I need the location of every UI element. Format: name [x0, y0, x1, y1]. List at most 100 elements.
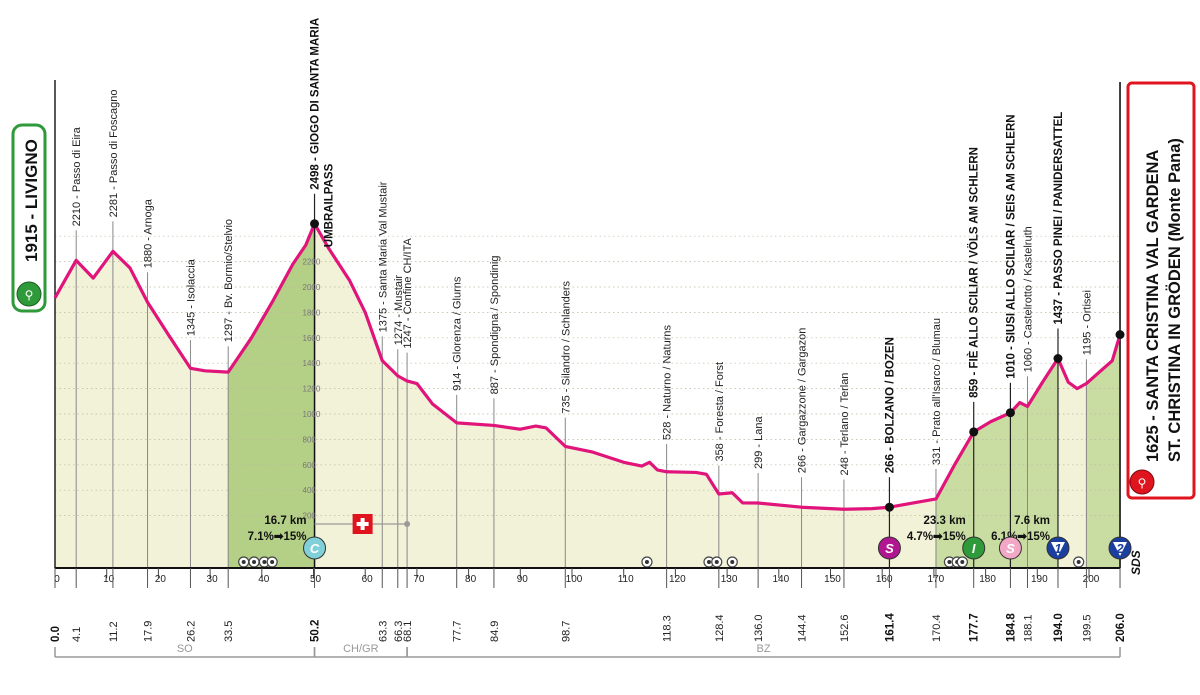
marker-sprint-icon: S [998, 536, 1022, 560]
tunnel-icon-core [730, 560, 735, 564]
marker-circle [962, 536, 986, 560]
marker-triangle [1050, 542, 1065, 556]
climb-fill-umbrail [228, 223, 315, 568]
marker-letter: 1 [1054, 541, 1061, 556]
y-tick-label: 2200 [303, 258, 321, 267]
x-tick-label: 160 [876, 574, 893, 585]
y-tick-label: 600 [303, 461, 317, 470]
km-label: 184.8 [1005, 613, 1017, 642]
finish-bike-icon [1129, 469, 1155, 495]
start-label: 1915 - LIVIGNO [22, 139, 41, 262]
km-label: 33.5 [223, 621, 235, 642]
km-label: 161.4 [884, 613, 896, 642]
waypoint-label: 266 - BOLZANO / BOZEN [884, 337, 896, 473]
waypoint-label: 2498 - GIOGO DI SANTA MARIA [310, 18, 322, 190]
waypoint-label: 528 - Naturno / Naturns [662, 324, 674, 439]
climb-length: 7.6 km [1014, 515, 1050, 527]
km-label: 170.4 [931, 614, 943, 642]
climb-length: 23.3 km [924, 515, 966, 527]
km-label: 11.2 [108, 621, 120, 642]
x-tick-label: 10 [103, 574, 115, 585]
climb-gradient: 4.7%➡15% [907, 531, 966, 543]
climb-fill-finish [1086, 334, 1121, 568]
waypoint-label: 1274 - Mustair [393, 275, 405, 346]
marker-gpm-1-icon: 1 [1046, 536, 1070, 560]
tunnel-icon-core [707, 560, 712, 564]
waypoint-label: 1880 - Arnoga [143, 198, 155, 268]
marker-circle [998, 536, 1022, 560]
km-label: 4.1 [71, 627, 83, 642]
tunnel-icon-core [241, 560, 246, 564]
summit-dot [1115, 330, 1125, 340]
swiss-flag-icon [352, 514, 373, 534]
km-label: 144.4 [797, 614, 809, 642]
km-label: 152.6 [839, 614, 851, 642]
waypoint-label-2: UMBRAILPASS [324, 163, 336, 247]
tunnel-icon-core [1076, 560, 1081, 564]
waypoint-label: 887 - Spondigna / Spondinig [489, 256, 501, 395]
flag-cross-h [356, 522, 369, 526]
region-label: SO [177, 643, 193, 655]
waypoint-label: 1060 - Castelrotto / Kastelruth [1022, 226, 1034, 372]
x-tick-label: 140 [772, 574, 789, 585]
y-tick-label: 1800 [303, 308, 321, 317]
y-tick-label: 1000 [303, 410, 321, 419]
x-tick-label: 50 [310, 574, 322, 585]
summit-dot [1005, 408, 1015, 418]
marker-intermediate-icon: I [962, 536, 986, 560]
waypoint-label: 859 - FIÈ ALLO SCILIAR / VÖLS AM SCHLERN [968, 147, 981, 398]
km-label: 26.2 [185, 621, 197, 642]
x-tick-label: 20 [155, 574, 167, 585]
finish-label-2: ST. CHRISTINA IN GRÖDEN (Monte Pana) [1165, 138, 1184, 462]
tunnel-icon-core [714, 560, 719, 564]
x-tick-label: 150 [824, 574, 841, 585]
km-label: 128.4 [714, 614, 726, 642]
tunnel-icon-core [262, 560, 267, 564]
waypoint-label: 1247 - Confine CH/ITA [402, 238, 414, 349]
x-tick-label: 0 [54, 574, 60, 585]
km-label: 98.7 [560, 621, 572, 642]
x-tick-label: 180 [979, 574, 996, 585]
marker-letter: S [1006, 541, 1015, 556]
waypoint-label: 1375 - Santa Maria Val Mustair [377, 181, 389, 332]
x-tick-label: 130 [721, 574, 738, 585]
km-label: 206.0 [1115, 613, 1127, 642]
y-tick-label: 2000 [303, 283, 321, 292]
km-label: 50.2 [310, 620, 322, 642]
tunnel-icon-core [644, 560, 649, 564]
waypoint-label: 266 - Gargazzone / Gargazon [797, 328, 809, 474]
waypoint-label: 331 - Prato all'Isarco / Blumau [931, 318, 943, 465]
finish-label: 1625 - SANTA CRISTINA VAL GARDENA [1144, 150, 1162, 462]
finish-box [1126, 81, 1196, 500]
km-label: 0.0 [50, 626, 62, 642]
waypoint-label: 2281 - Passo di Foscagno [108, 90, 120, 218]
border-dot [404, 521, 411, 527]
tunnel-icon-core [252, 560, 257, 564]
x-tick-label: 60 [362, 574, 374, 585]
tunnel-icon-core [947, 560, 952, 564]
x-tick-label: 200 [1083, 574, 1100, 585]
y-tick-label: 1200 [303, 385, 321, 394]
waypoint-label: 299 - Lana [753, 416, 765, 469]
km-label: 66.3 [393, 621, 405, 642]
y-tick-label: 800 [303, 435, 317, 444]
start-bike-glyph: ⚲ [25, 288, 34, 302]
km-label: 188.1 [1022, 614, 1034, 642]
km-label: 199.5 [1081, 614, 1093, 642]
x-tick-label: 100 [566, 574, 583, 585]
region-label: CH/GR [343, 643, 379, 655]
marker-sprint-icon: S [877, 536, 901, 560]
climb-length: 16.7 km [264, 515, 306, 527]
climb-gradient: 6.1%➡15% [991, 531, 1050, 543]
waypoint-label: 735 - Silandro / Schlanders [560, 280, 572, 413]
waypoint-label: 358 - Foresta / Forst [714, 362, 726, 462]
marker-gpm-2-icon: 2 [1108, 536, 1132, 560]
y-tick-label: 400 [303, 486, 317, 495]
x-tick-label: 40 [258, 574, 270, 585]
x-tick-label: 120 [669, 574, 686, 585]
marker-circle [877, 536, 901, 560]
tunnel-icon-core [270, 560, 275, 564]
region-label: BZ [757, 643, 771, 655]
